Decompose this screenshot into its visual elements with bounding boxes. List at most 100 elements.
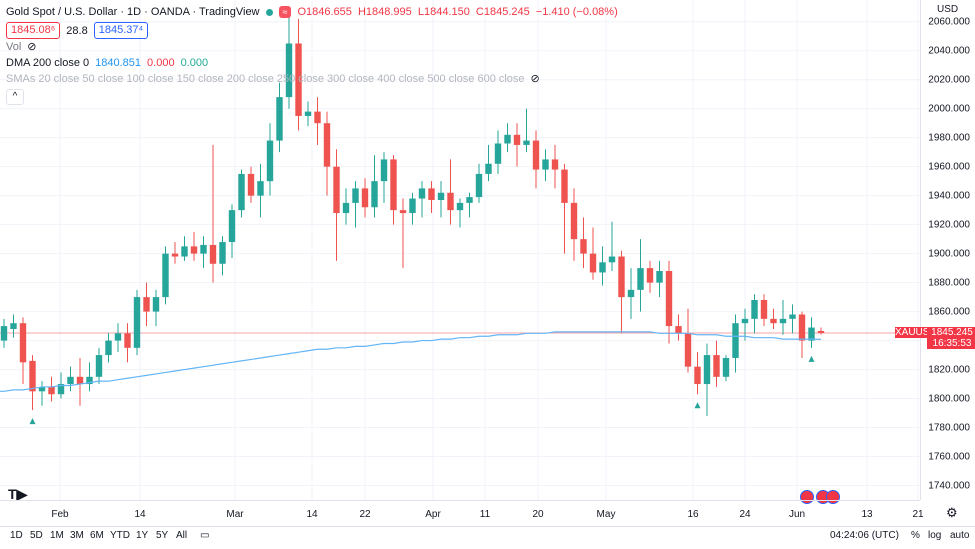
sell-price-button[interactable]: 1845.08⁶: [6, 22, 61, 39]
candle: [475, 163, 483, 203]
candle: [342, 188, 350, 225]
hidden-eye-icon[interactable]: ⊘: [530, 73, 540, 85]
candle-body: [352, 188, 359, 203]
candle: [228, 204, 236, 258]
candle-body: [760, 300, 768, 319]
candle: [627, 268, 635, 319]
candle-body: [333, 166, 340, 214]
candle: [323, 111, 331, 196]
candle-body: [456, 202, 464, 211]
candle: [513, 123, 521, 167]
calendar-range-icon[interactable]: ▭: [200, 530, 210, 541]
range-button-1m[interactable]: 1M: [50, 530, 64, 541]
candlestick-chart: [0, 0, 920, 500]
candle-body: [770, 318, 777, 324]
events-badge-icon[interactable]: ≈: [278, 6, 292, 18]
candle-body: [570, 202, 578, 240]
candle: [48, 376, 55, 402]
time-tick-label: 16: [687, 509, 699, 520]
bar-countdown-tag: 16:35:53: [927, 337, 975, 349]
price-tick-label: 1820.000: [928, 364, 970, 376]
candle: [741, 308, 749, 341]
range-button-all[interactable]: All: [176, 530, 188, 541]
candle-body: [342, 202, 350, 214]
dma-200-line: [0, 331, 822, 392]
range-button-1y[interactable]: 1Y: [136, 530, 149, 541]
candle-body: [29, 360, 36, 392]
chevron-up-icon[interactable]: ^: [6, 89, 24, 105]
candle: [665, 260, 673, 344]
candle: [67, 366, 74, 392]
price-tick-label: 1740.000: [928, 480, 970, 491]
candle-body: [181, 246, 188, 257]
candle-body: [76, 376, 84, 385]
price-tick-label: 1780.000: [928, 422, 970, 434]
gear-icon[interactable]: ⚙: [946, 505, 958, 520]
dma-indicator-label[interactable]: DMA 200 close 0: [6, 57, 90, 69]
price-tick-label: 1940.000: [928, 190, 970, 202]
range-button-5d[interactable]: 5D: [30, 530, 43, 541]
candle: [380, 152, 388, 203]
candle: [390, 155, 397, 225]
buy-price-button[interactable]: 1845.37⁴: [93, 22, 149, 39]
log-scale-toggle[interactable]: log: [928, 530, 942, 541]
candle-body: [57, 384, 65, 395]
candle-body: [257, 181, 264, 196]
candle-body: [295, 43, 302, 116]
candle: [494, 130, 502, 174]
candle-body: [380, 159, 388, 182]
candle: [409, 192, 416, 225]
candle-body: [485, 163, 492, 174]
candle: [10, 314, 17, 338]
candle: [190, 231, 198, 261]
price-tick-label: 1920.000: [928, 219, 970, 231]
range-button-ytd[interactable]: YTD: [110, 530, 130, 541]
chart-plot-area[interactable]: [0, 0, 920, 500]
utc-clock[interactable]: 04:24:06 (UTC): [830, 530, 899, 541]
candle: [95, 347, 103, 385]
candle: [152, 289, 160, 327]
auto-scale-toggle[interactable]: auto: [950, 530, 970, 541]
candle-body: [722, 357, 730, 377]
price-tick-label: 2040.000: [928, 45, 970, 57]
smas-indicator-label[interactable]: SMAs 20 close 50 close 100 close 150 clo…: [6, 73, 525, 85]
buy-signal-marker: [694, 402, 701, 409]
candle: [608, 221, 616, 272]
market-status-icon: [265, 8, 273, 16]
candle-body: [219, 242, 226, 264]
price-axis[interactable]: USD 2060.000 2040.000 2020.000 2000.000 1980…: [895, 0, 975, 500]
candle-body: [266, 140, 274, 182]
candle-body: [494, 143, 502, 164]
candle: [19, 317, 27, 385]
candle-body: [808, 327, 815, 341]
candle-body: [228, 210, 236, 243]
range-button-1d[interactable]: 1D: [10, 530, 23, 541]
hidden-eye-icon[interactable]: ⊘: [27, 41, 37, 53]
candle-body: [152, 297, 160, 312]
candle-body: [124, 333, 131, 348]
candle-body: [789, 314, 796, 319]
candle-body: [171, 253, 179, 257]
ohlc-low: L1844.150: [417, 6, 470, 18]
candle: [770, 308, 777, 329]
candle-body: [323, 123, 331, 167]
candle: [105, 333, 112, 363]
time-axis[interactable]: Feb 14 Mar 14 22 Apr 11 20 May 16 24 Jun 13 21: [0, 500, 924, 527]
candle: [247, 166, 255, 203]
tradingview-logo-icon[interactable]: T▶: [8, 486, 28, 502]
range-button-6m[interactable]: 6M: [90, 530, 104, 541]
time-tick-label: 11: [479, 509, 491, 520]
ohlc-high: H1848.995: [357, 6, 412, 18]
candle-body: [637, 268, 644, 290]
currency-label[interactable]: USD: [937, 4, 959, 15]
candle: [656, 260, 663, 298]
candle: [485, 144, 492, 182]
range-button-5y[interactable]: 5Y: [156, 530, 169, 541]
candle: [333, 149, 340, 261]
candle-body: [447, 192, 454, 211]
percent-scale-toggle[interactable]: %: [911, 530, 920, 541]
volume-indicator-label[interactable]: Vol: [6, 41, 22, 53]
range-button-3m[interactable]: 3M: [70, 530, 84, 541]
candle: [456, 198, 464, 228]
candle-body: [475, 173, 483, 198]
